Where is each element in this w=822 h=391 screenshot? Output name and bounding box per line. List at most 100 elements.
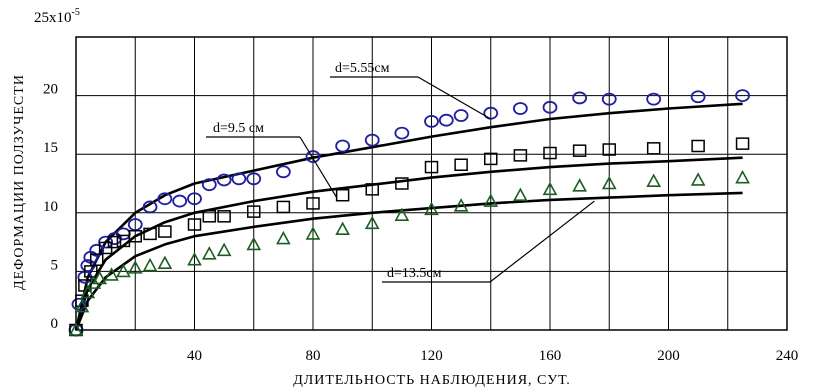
data-point-circle — [512, 102, 528, 115]
data-point-square — [75, 294, 89, 307]
data-point-circle — [172, 194, 188, 208]
data-point-square — [543, 146, 557, 160]
data-point-square — [217, 210, 231, 223]
data-point-circle — [187, 192, 202, 206]
x-tick-label: 80 — [306, 348, 321, 364]
data-point-circle — [157, 192, 173, 206]
data-point-triangle — [394, 207, 410, 221]
data-point-square — [424, 160, 439, 174]
fit-curve-2 — [74, 156, 743, 331]
y-tick-label: 20 — [43, 82, 58, 98]
data-point-square — [107, 235, 122, 249]
data-point-triangle — [187, 252, 202, 266]
fit-curve-3 — [74, 191, 743, 331]
data-point-circle — [71, 297, 87, 311]
data-point-triangle — [127, 260, 143, 274]
data-point-square — [735, 137, 750, 150]
x-tick-label: 160 — [539, 348, 562, 364]
data-point-triangle — [80, 284, 96, 299]
data-point-circle — [335, 139, 351, 153]
data-point-square — [89, 253, 104, 266]
data-point-circle — [394, 126, 410, 140]
data-point-square — [335, 188, 350, 202]
chart-grid — [75, 36, 787, 331]
data-point-square — [395, 177, 409, 190]
data-point-circle — [690, 90, 706, 104]
data-point-triangle — [142, 257, 158, 272]
data-point-square — [454, 158, 468, 171]
plot-frame — [75, 36, 788, 331]
data-point-square — [691, 139, 705, 153]
data-point-triangle — [424, 201, 439, 216]
data-point-circle — [601, 92, 617, 106]
data-point-triangle — [335, 221, 350, 236]
data-point-triangle — [68, 322, 84, 336]
annotation-leaders — [206, 76, 595, 283]
data-point-circle — [646, 92, 662, 106]
data-point-triangle — [735, 169, 750, 184]
data-point-triangle — [513, 187, 528, 202]
y-scale-label: 25x10-5 — [34, 7, 80, 26]
data-point-square — [202, 210, 217, 223]
data-point-square — [484, 152, 498, 166]
data-point-triangle — [305, 226, 321, 240]
data-point-triangle — [86, 275, 102, 289]
data-point-circle — [364, 133, 380, 147]
data-point-triangle — [116, 263, 131, 278]
y-axis-title: ДЕФОРМАЦИИ ПОЛЗУЧЕСТИ — [12, 74, 27, 290]
data-point-triangle — [216, 242, 232, 257]
data-points — [68, 89, 750, 337]
leader-line — [299, 136, 338, 198]
data-point-triangle — [483, 193, 499, 207]
data-point-circle — [438, 113, 454, 127]
x-tick-label: 240 — [776, 348, 799, 364]
y-scale-exponent: -5 — [72, 7, 80, 18]
y-tick-labels: 0 5 10 15 20 — [43, 82, 58, 332]
data-point-square — [143, 227, 157, 241]
data-point-circle — [231, 172, 247, 186]
data-point-square — [187, 218, 202, 231]
data-point-triangle — [690, 172, 706, 186]
y-tick-label: 15 — [43, 140, 58, 156]
data-point-triangle — [364, 215, 380, 230]
data-point-square — [646, 142, 661, 155]
data-point-square — [128, 229, 142, 243]
data-point-square — [306, 197, 320, 210]
data-point-circle — [735, 89, 750, 102]
data-point-circle — [542, 100, 558, 114]
data-point-circle — [275, 165, 291, 179]
data-point-circle — [572, 91, 588, 105]
data-point-triangle — [92, 270, 108, 285]
x-axis-title: ДЛИТЕЛЬНОСТЬ НАБЛЮДЕНИЯ, СУТ. — [293, 373, 571, 388]
x-tick-labels: 40 80 120 160 200 240 — [187, 348, 798, 364]
curve-label-3: d=13.5см — [387, 266, 442, 281]
data-point-triangle — [646, 173, 662, 187]
data-point-square — [572, 144, 587, 157]
data-point-triangle — [601, 175, 617, 190]
data-point-circle — [246, 172, 262, 186]
x-tick-label: 200 — [657, 348, 680, 364]
data-point-square — [513, 149, 528, 162]
curve-label-1: d=5.55см — [335, 61, 390, 76]
data-point-circle — [424, 114, 439, 128]
data-point-square — [365, 183, 379, 196]
data-point-circle — [89, 243, 105, 257]
data-point-square — [158, 225, 172, 238]
curve-label-2: d=9.5 см — [213, 121, 264, 136]
leader-line — [417, 76, 492, 120]
data-point-triangle — [74, 298, 90, 313]
data-point-triangle — [572, 178, 587, 192]
data-point-triangle — [157, 255, 173, 269]
y-tick-label: 0 — [51, 316, 59, 332]
fitted-curves — [74, 102, 743, 331]
leader-line — [489, 200, 595, 283]
data-point-circle — [216, 173, 232, 187]
y-tick-label: 5 — [51, 257, 59, 273]
x-tick-label: 120 — [420, 348, 443, 364]
fit-curve-1 — [74, 102, 743, 331]
data-point-triangle — [542, 181, 558, 196]
data-point-circle — [201, 178, 217, 192]
data-point-triangle — [246, 236, 262, 251]
data-point-triangle — [201, 246, 217, 260]
